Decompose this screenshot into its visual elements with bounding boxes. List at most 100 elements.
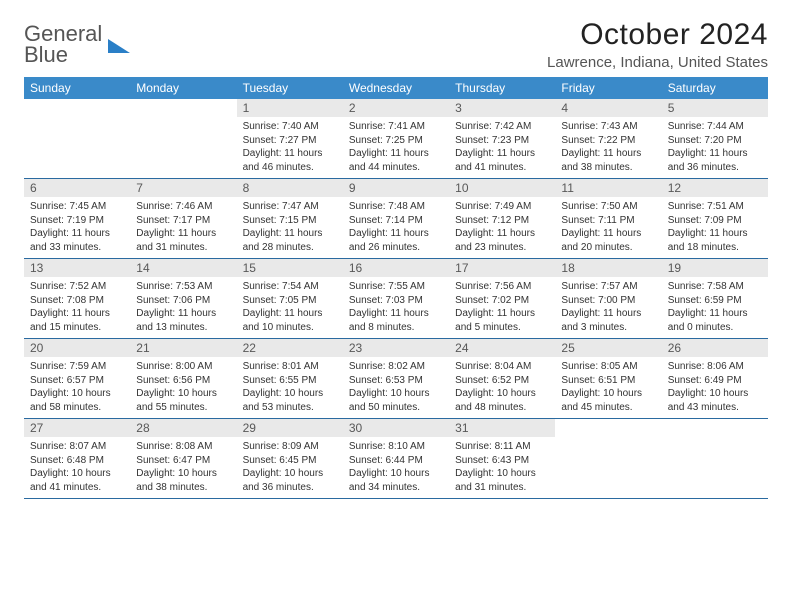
daylight-text: Daylight: 10 hours and 53 minutes. bbox=[243, 387, 337, 414]
sunrise-text: Sunrise: 8:01 AM bbox=[243, 360, 337, 374]
daylight-text: Daylight: 11 hours and 38 minutes. bbox=[561, 147, 655, 174]
day-cell: 8Sunrise: 7:47 AMSunset: 7:15 PMDaylight… bbox=[237, 179, 343, 258]
day-number: 16 bbox=[343, 259, 449, 277]
daylight-text: Daylight: 10 hours and 50 minutes. bbox=[349, 387, 443, 414]
sunrise-text: Sunrise: 8:08 AM bbox=[136, 440, 230, 454]
daylight-text: Daylight: 11 hours and 20 minutes. bbox=[561, 227, 655, 254]
day-detail: Sunrise: 7:53 AMSunset: 7:06 PMDaylight:… bbox=[130, 277, 236, 334]
sunset-text: Sunset: 6:56 PM bbox=[136, 374, 230, 388]
day-cell bbox=[24, 99, 130, 178]
week-row: 13Sunrise: 7:52 AMSunset: 7:08 PMDayligh… bbox=[24, 259, 768, 339]
day-detail: Sunrise: 7:56 AMSunset: 7:02 PMDaylight:… bbox=[449, 277, 555, 334]
daylight-text: Daylight: 11 hours and 36 minutes. bbox=[668, 147, 762, 174]
daylight-text: Daylight: 11 hours and 5 minutes. bbox=[455, 307, 549, 334]
weekday-header: Thursday bbox=[449, 77, 555, 99]
daylight-text: Daylight: 10 hours and 45 minutes. bbox=[561, 387, 655, 414]
day-cell: 29Sunrise: 8:09 AMSunset: 6:45 PMDayligh… bbox=[237, 419, 343, 498]
day-number: 29 bbox=[237, 419, 343, 437]
page-header: General Blue October 2024 Lawrence, Indi… bbox=[24, 18, 768, 71]
sunset-text: Sunset: 7:08 PM bbox=[30, 294, 124, 308]
sunrise-text: Sunrise: 7:40 AM bbox=[243, 120, 337, 134]
week-row: 20Sunrise: 7:59 AMSunset: 6:57 PMDayligh… bbox=[24, 339, 768, 419]
daylight-text: Daylight: 11 hours and 23 minutes. bbox=[455, 227, 549, 254]
sunrise-text: Sunrise: 7:46 AM bbox=[136, 200, 230, 214]
day-number: 24 bbox=[449, 339, 555, 357]
weekday-header: Wednesday bbox=[343, 77, 449, 99]
day-detail: Sunrise: 7:46 AMSunset: 7:17 PMDaylight:… bbox=[130, 197, 236, 254]
sunset-text: Sunset: 6:59 PM bbox=[668, 294, 762, 308]
daylight-text: Daylight: 10 hours and 36 minutes. bbox=[243, 467, 337, 494]
sunrise-text: Sunrise: 7:53 AM bbox=[136, 280, 230, 294]
day-number: 17 bbox=[449, 259, 555, 277]
daylight-text: Daylight: 11 hours and 13 minutes. bbox=[136, 307, 230, 334]
day-cell bbox=[555, 419, 661, 498]
sunrise-text: Sunrise: 7:56 AM bbox=[455, 280, 549, 294]
sunrise-text: Sunrise: 8:10 AM bbox=[349, 440, 443, 454]
day-cell: 28Sunrise: 8:08 AMSunset: 6:47 PMDayligh… bbox=[130, 419, 236, 498]
sunset-text: Sunset: 6:44 PM bbox=[349, 454, 443, 468]
day-number: 6 bbox=[24, 179, 130, 197]
day-cell: 20Sunrise: 7:59 AMSunset: 6:57 PMDayligh… bbox=[24, 339, 130, 418]
day-cell: 2Sunrise: 7:41 AMSunset: 7:25 PMDaylight… bbox=[343, 99, 449, 178]
daylight-text: Daylight: 11 hours and 8 minutes. bbox=[349, 307, 443, 334]
day-detail: Sunrise: 7:42 AMSunset: 7:23 PMDaylight:… bbox=[449, 117, 555, 174]
title-block: October 2024 Lawrence, Indiana, United S… bbox=[547, 18, 768, 71]
day-number: 14 bbox=[130, 259, 236, 277]
day-detail: Sunrise: 8:07 AMSunset: 6:48 PMDaylight:… bbox=[24, 437, 130, 494]
day-cell: 12Sunrise: 7:51 AMSunset: 7:09 PMDayligh… bbox=[662, 179, 768, 258]
day-number: 11 bbox=[555, 179, 661, 197]
day-number: 3 bbox=[449, 99, 555, 117]
day-detail: Sunrise: 7:40 AMSunset: 7:27 PMDaylight:… bbox=[237, 117, 343, 174]
day-detail: Sunrise: 8:10 AMSunset: 6:44 PMDaylight:… bbox=[343, 437, 449, 494]
location-subtitle: Lawrence, Indiana, United States bbox=[547, 54, 768, 71]
day-number: 4 bbox=[555, 99, 661, 117]
sunrise-text: Sunrise: 8:09 AM bbox=[243, 440, 337, 454]
daylight-text: Daylight: 10 hours and 38 minutes. bbox=[136, 467, 230, 494]
day-number: 26 bbox=[662, 339, 768, 357]
day-cell: 21Sunrise: 8:00 AMSunset: 6:56 PMDayligh… bbox=[130, 339, 236, 418]
sunrise-text: Sunrise: 7:43 AM bbox=[561, 120, 655, 134]
day-detail: Sunrise: 7:51 AMSunset: 7:09 PMDaylight:… bbox=[662, 197, 768, 254]
day-cell: 23Sunrise: 8:02 AMSunset: 6:53 PMDayligh… bbox=[343, 339, 449, 418]
day-number: 10 bbox=[449, 179, 555, 197]
day-cell: 5Sunrise: 7:44 AMSunset: 7:20 PMDaylight… bbox=[662, 99, 768, 178]
sunrise-text: Sunrise: 8:06 AM bbox=[668, 360, 762, 374]
logo-triangle-icon bbox=[108, 39, 130, 53]
sunset-text: Sunset: 7:03 PM bbox=[349, 294, 443, 308]
day-cell: 6Sunrise: 7:45 AMSunset: 7:19 PMDaylight… bbox=[24, 179, 130, 258]
day-number: 23 bbox=[343, 339, 449, 357]
sunset-text: Sunset: 7:23 PM bbox=[455, 134, 549, 148]
sunset-text: Sunset: 7:06 PM bbox=[136, 294, 230, 308]
daylight-text: Daylight: 10 hours and 43 minutes. bbox=[668, 387, 762, 414]
sunrise-text: Sunrise: 7:48 AM bbox=[349, 200, 443, 214]
day-cell: 22Sunrise: 8:01 AMSunset: 6:55 PMDayligh… bbox=[237, 339, 343, 418]
day-detail: Sunrise: 7:44 AMSunset: 7:20 PMDaylight:… bbox=[662, 117, 768, 174]
day-cell: 4Sunrise: 7:43 AMSunset: 7:22 PMDaylight… bbox=[555, 99, 661, 178]
day-number: 1 bbox=[237, 99, 343, 117]
sunrise-text: Sunrise: 8:00 AM bbox=[136, 360, 230, 374]
sunrise-text: Sunrise: 7:45 AM bbox=[30, 200, 124, 214]
day-detail: Sunrise: 8:06 AMSunset: 6:49 PMDaylight:… bbox=[662, 357, 768, 414]
day-detail: Sunrise: 8:08 AMSunset: 6:47 PMDaylight:… bbox=[130, 437, 236, 494]
day-cell: 14Sunrise: 7:53 AMSunset: 7:06 PMDayligh… bbox=[130, 259, 236, 338]
sunset-text: Sunset: 7:14 PM bbox=[349, 214, 443, 228]
sunrise-text: Sunrise: 7:55 AM bbox=[349, 280, 443, 294]
day-detail: Sunrise: 7:43 AMSunset: 7:22 PMDaylight:… bbox=[555, 117, 661, 174]
day-detail: Sunrise: 7:59 AMSunset: 6:57 PMDaylight:… bbox=[24, 357, 130, 414]
sunrise-text: Sunrise: 8:07 AM bbox=[30, 440, 124, 454]
sunrise-text: Sunrise: 8:11 AM bbox=[455, 440, 549, 454]
sunset-text: Sunset: 7:25 PM bbox=[349, 134, 443, 148]
day-detail: Sunrise: 7:57 AMSunset: 7:00 PMDaylight:… bbox=[555, 277, 661, 334]
day-cell: 13Sunrise: 7:52 AMSunset: 7:08 PMDayligh… bbox=[24, 259, 130, 338]
day-detail: Sunrise: 7:49 AMSunset: 7:12 PMDaylight:… bbox=[449, 197, 555, 254]
day-number: 19 bbox=[662, 259, 768, 277]
day-detail: Sunrise: 7:52 AMSunset: 7:08 PMDaylight:… bbox=[24, 277, 130, 334]
sunrise-text: Sunrise: 7:41 AM bbox=[349, 120, 443, 134]
sunset-text: Sunset: 7:22 PM bbox=[561, 134, 655, 148]
sunset-text: Sunset: 6:57 PM bbox=[30, 374, 124, 388]
weekday-header: Sunday bbox=[24, 77, 130, 99]
day-number: 27 bbox=[24, 419, 130, 437]
calendar-grid: Sunday Monday Tuesday Wednesday Thursday… bbox=[24, 77, 768, 499]
sunset-text: Sunset: 7:05 PM bbox=[243, 294, 337, 308]
logo-text-block: General Blue bbox=[24, 24, 102, 66]
